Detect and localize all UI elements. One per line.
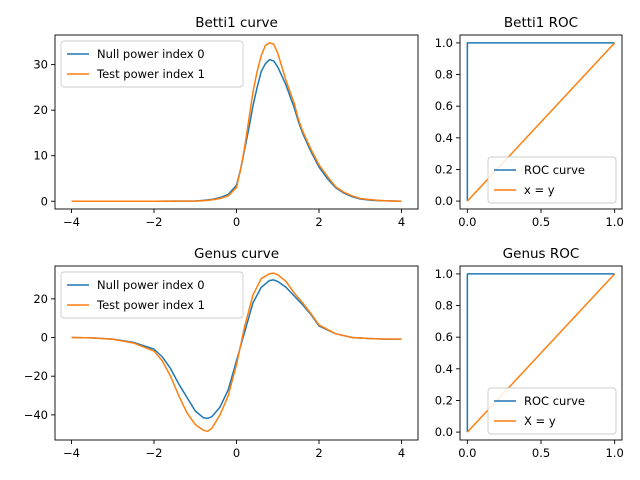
betti1-roc-ytick-label: 0.0 <box>435 194 453 208</box>
genus-roc-ytick-label: 0.4 <box>435 362 453 376</box>
genus-roc-legend-frame <box>487 387 617 435</box>
betti1-roc-panel: Betti1 ROC 0.0 0.5 1.0 0.0 0.2 0.4 0.6 0.8 1.0 ROC… <box>435 15 624 229</box>
betti1-roc-xtick-label: 0.0 <box>458 215 476 229</box>
betti1-roc-series-line-0 <box>466 42 615 202</box>
genus-curve-legend-label-0: Null power index 0 <box>97 278 205 292</box>
genus-curve-legend-label-1: Test power index 1 <box>96 298 205 312</box>
genus-curve-xtick-label: 4 <box>398 446 405 460</box>
genus-curve-series-line-1 <box>71 272 402 433</box>
genus-roc-xtick-label: 0.5 <box>532 446 550 460</box>
betti1-roc-legend: ROC curve x = y <box>487 156 617 204</box>
betti1-roc-title: Betti1 ROC <box>504 15 578 31</box>
betti1-roc-ytick-label: 1.0 <box>435 36 453 50</box>
genus-curve-ytick-label: 0 <box>41 331 48 345</box>
genus-curve-ytick-label: −40 <box>24 408 48 422</box>
betti1-curve-ytick-label: 10 <box>33 149 48 163</box>
genus-roc-legend: ROC curve X = y <box>487 387 617 435</box>
genus-curve-legend: Null power index 0 Test power index 1 <box>60 271 244 319</box>
genus-roc-panel: Genus ROC 0.0 0.5 1.0 0.0 0.2 0.4 0.6 0.8 1.0 ROC … <box>435 246 624 460</box>
betti1-curve-legend-label-0: Null power index 0 <box>97 47 205 61</box>
betti1-roc-xtick-label: 1.0 <box>605 215 623 229</box>
genus-curve-xtick-label: 0 <box>233 446 240 460</box>
betti1-curve-xtick-label: −2 <box>146 215 163 229</box>
genus-roc-ytick-label: 0.2 <box>435 393 453 407</box>
betti1-curve-xtick-label: 4 <box>398 215 405 229</box>
betti1-roc-legend-label-1: x = y <box>524 183 555 197</box>
betti1-roc-ytick-label: 0.4 <box>435 131 453 145</box>
genus-roc-xtick-label: 0.0 <box>458 446 476 460</box>
genus-roc-title: Genus ROC <box>503 246 580 262</box>
betti1-curve-ytick-label: 20 <box>33 103 48 117</box>
genus-roc-xtick-label: 1.0 <box>605 446 623 460</box>
betti1-roc-ytick-label: 0.8 <box>435 68 453 82</box>
betti1-curve-legend-frame <box>60 40 244 88</box>
genus-roc-ytick-label: 0.8 <box>435 299 453 313</box>
genus-roc-legend-label-0: ROC curve <box>524 394 585 408</box>
betti1-curve-xtick-label: −4 <box>63 215 80 229</box>
genus-roc-ytick-label: 0.0 <box>435 425 453 439</box>
betti1-roc-ytick-label: 0.2 <box>435 162 453 176</box>
genus-roc-legend-label-1: X = y <box>524 414 556 428</box>
betti1-curve-legend-label-1: Test power index 1 <box>96 67 205 81</box>
genus-roc-series-line-0 <box>466 273 615 433</box>
genus-roc-ytick-label: 1.0 <box>435 267 453 281</box>
genus-curve-title: Genus curve <box>194 246 279 262</box>
betti1-curve-xtick-label: 0 <box>233 215 240 229</box>
genus-curve-xtick-label: −2 <box>146 446 163 460</box>
genus-curve-xtick-label: 2 <box>315 446 322 460</box>
betti1-curve-panel: Betti1 curve −4 −2 0 2 4 0 10 20 30 Null power ind… <box>33 15 419 229</box>
betti1-curve-xtick-label: 2 <box>315 215 322 229</box>
betti1-roc-legend-label-0: ROC curve <box>524 163 585 177</box>
genus-curve-ytick-label: −20 <box>24 369 48 383</box>
betti1-curve-legend: Null power index 0 Test power index 1 <box>60 40 244 88</box>
betti1-curve-ytick-label: 30 <box>33 58 48 72</box>
genus-curve-ytick-label: 20 <box>33 292 48 306</box>
betti1-curve-title: Betti1 curve <box>195 15 278 31</box>
genus-curve-legend-frame <box>60 271 244 319</box>
betti1-curve-ytick-label: 0 <box>41 194 48 208</box>
genus-roc-ytick-label: 0.6 <box>435 330 453 344</box>
betti1-roc-xtick-label: 0.5 <box>532 215 550 229</box>
betti1-roc-legend-frame <box>487 156 617 204</box>
betti1-roc-ytick-label: 0.6 <box>435 99 453 113</box>
genus-curve-xtick-label: −4 <box>63 446 80 460</box>
betti1-curve-series-line-1 <box>71 41 402 203</box>
